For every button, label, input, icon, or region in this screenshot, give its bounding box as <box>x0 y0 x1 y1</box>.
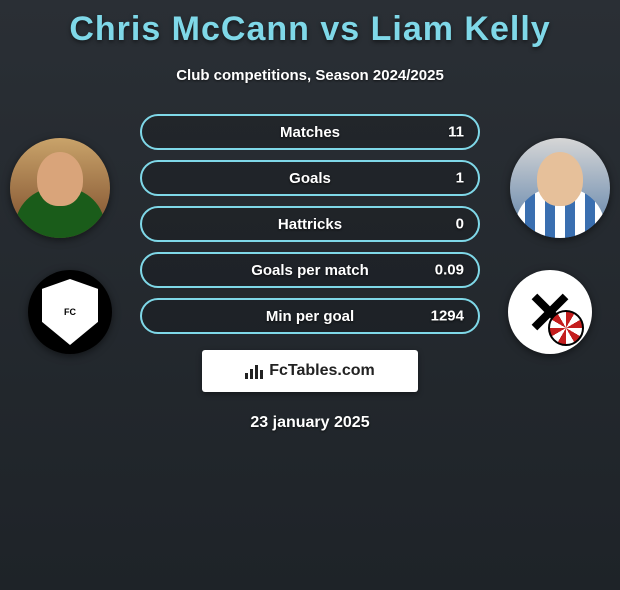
subtitle: Club competitions, Season 2024/2025 <box>0 67 620 84</box>
stat-row: Goals per match 0.09 <box>0 252 620 288</box>
watermark-text: FcTables.com <box>269 362 375 380</box>
stat-label: Goals <box>289 170 331 187</box>
stat-right-value: 0 <box>456 216 464 233</box>
stats-table: Matches 11 Goals 1 Hattricks 0 Goals per… <box>0 114 620 334</box>
stat-row: Goals 1 <box>0 160 620 196</box>
stat-right-value: 1294 <box>431 308 464 325</box>
stat-right-value: 1 <box>456 170 464 187</box>
stat-row: Matches 11 <box>0 114 620 150</box>
stat-row: Min per goal 1294 <box>0 298 620 334</box>
stat-label: Min per goal <box>266 308 354 325</box>
bar-chart-icon <box>245 363 263 379</box>
stat-right-value: 11 <box>448 124 464 141</box>
stat-right-value: 0.09 <box>435 262 464 279</box>
watermark: FcTables.com <box>202 350 418 392</box>
stat-pill: Goals per match 0.09 <box>140 252 480 288</box>
stat-label: Matches <box>280 124 340 141</box>
stat-row: Hattricks 0 <box>0 206 620 242</box>
stat-pill: Hattricks 0 <box>140 206 480 242</box>
page-title: Chris McCann vs Liam Kelly <box>0 10 620 49</box>
stat-pill: Goals 1 <box>140 160 480 196</box>
date-label: 23 january 2025 <box>0 414 620 432</box>
stat-label: Goals per match <box>251 262 369 279</box>
stat-pill: Matches 11 <box>140 114 480 150</box>
stat-label: Hattricks <box>278 216 342 233</box>
stat-pill: Min per goal 1294 <box>140 298 480 334</box>
